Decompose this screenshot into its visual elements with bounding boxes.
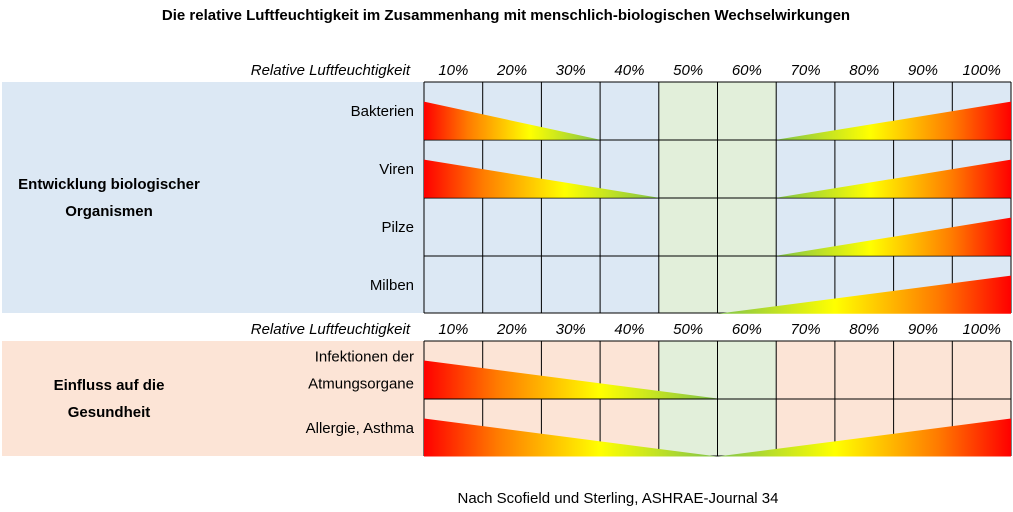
axis-label: Relative Luftfeuchtigkeit bbox=[251, 62, 411, 79]
risk-wedge-left bbox=[424, 360, 718, 399]
column-tick-label: 80% bbox=[849, 321, 879, 338]
column-tick-label: 40% bbox=[614, 62, 644, 79]
column-tick-label: 50% bbox=[673, 321, 703, 338]
axis-label: Relative Luftfeuchtigkeit bbox=[251, 321, 411, 338]
column-tick-label: 10% bbox=[438, 62, 468, 79]
column-tick-label: 100% bbox=[962, 62, 1000, 79]
column-tick-label: 90% bbox=[908, 321, 938, 338]
column-tick-label: 20% bbox=[496, 321, 527, 338]
row-label: Infektionen der bbox=[315, 348, 414, 365]
row-label: Atmungsorgane bbox=[308, 375, 414, 392]
column-tick-label: 80% bbox=[849, 62, 879, 79]
column-tick-label: 60% bbox=[732, 321, 762, 338]
row-label: Milben bbox=[370, 277, 414, 294]
column-tick-label: 100% bbox=[962, 321, 1000, 338]
risk-wedge-right bbox=[717, 275, 1011, 314]
risk-wedge-left bbox=[424, 418, 718, 457]
column-tick-label: 60% bbox=[732, 62, 762, 79]
row-label: Bakterien bbox=[351, 103, 414, 120]
row-label: Pilze bbox=[381, 219, 414, 236]
risk-wedge-left bbox=[424, 159, 659, 198]
chart-title: Die relative Luftfeuchtigkeit im Zusamme… bbox=[162, 7, 850, 24]
risk-wedge-left bbox=[424, 101, 601, 140]
column-tick-label: 10% bbox=[438, 321, 468, 338]
row-label: Viren bbox=[379, 161, 414, 178]
column-tick-label: 30% bbox=[556, 62, 586, 79]
column-tick-label: 70% bbox=[791, 321, 821, 338]
source-note: Nach Scofield und Sterling, ASHRAE-Journ… bbox=[457, 490, 778, 507]
group-label: Organismen bbox=[65, 203, 153, 220]
column-tick-label: 70% bbox=[791, 62, 821, 79]
row-label: Allergie, Asthma bbox=[306, 420, 415, 437]
column-tick-label: 50% bbox=[673, 62, 703, 79]
risk-wedge-right bbox=[776, 101, 1011, 140]
group-label: Gesundheit bbox=[68, 404, 151, 421]
group-label: Einfluss auf die bbox=[54, 377, 165, 394]
column-tick-label: 90% bbox=[908, 62, 938, 79]
group-label: Entwicklung biologischer bbox=[18, 176, 200, 193]
risk-wedge-right bbox=[776, 217, 1011, 256]
column-tick-label: 30% bbox=[556, 321, 586, 338]
risk-wedge-right bbox=[776, 159, 1011, 198]
risk-wedge-right bbox=[717, 418, 1011, 457]
column-tick-label: 20% bbox=[496, 62, 527, 79]
column-tick-label: 40% bbox=[614, 321, 644, 338]
